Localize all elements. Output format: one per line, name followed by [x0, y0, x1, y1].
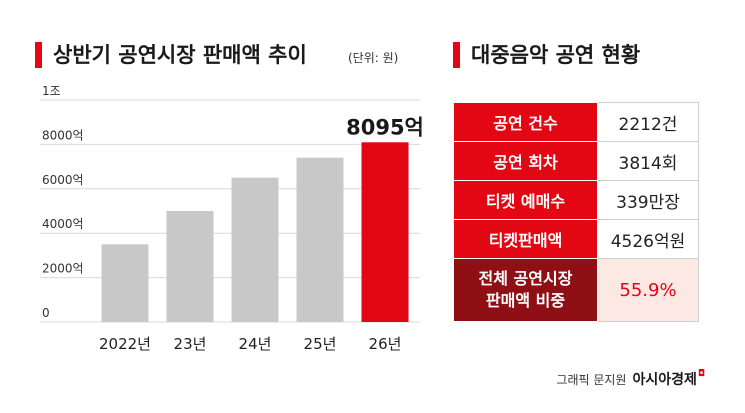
bar-value-label: 8095억 — [346, 115, 424, 139]
chart-unit: (단위: 원) — [348, 51, 399, 65]
bar — [101, 244, 149, 322]
y-tick-label: 2000억 — [42, 262, 84, 276]
y-tick-label: 4000억 — [42, 217, 84, 231]
x-category-label: 25년 — [304, 335, 337, 353]
data-labels: 8095억 — [346, 115, 424, 139]
table-row: 티켓 예매수 339만장 — [453, 180, 699, 220]
x-category-label: 2022년 — [99, 335, 151, 353]
y-tick-label: 0 — [42, 306, 50, 320]
x-category-label: 26년 — [369, 335, 402, 353]
bar — [361, 142, 409, 322]
row-label-sessions: 공연 회차 — [453, 141, 598, 181]
bar — [231, 177, 279, 322]
left-title-accent-bar — [35, 42, 42, 68]
chart-title: 상반기 공연시장 판매액 추이 — [53, 43, 307, 67]
table-row: 티켓판매액 4526억원 — [453, 219, 699, 259]
row-label-performances: 공연 건수 — [453, 102, 598, 142]
row-label-market-share-line1: 전체 공연시장 — [478, 269, 573, 288]
x-category-label: 23년 — [174, 335, 207, 353]
y-tick-label: 1조 — [42, 84, 61, 98]
row-value-tickets: 339만장 — [597, 180, 699, 220]
x-axis-labels: 2022년 23년 24년 25년 26년 — [99, 335, 401, 353]
bar — [166, 211, 214, 322]
row-value-sessions: 3814회 — [597, 141, 699, 181]
y-tick-label: 8000억 — [42, 128, 84, 142]
table-row: 공연 회차 3814회 — [453, 141, 699, 181]
row-label-market-share: 전체 공연시장 판매액 비중 — [453, 258, 598, 322]
row-value-market-share: 55.9% — [597, 258, 699, 322]
brand-logo: 아시아경제 — [632, 372, 697, 388]
credit-graphic: 그래픽 문지원 — [556, 373, 627, 387]
right-title-accent-bar — [453, 42, 460, 68]
chart-bars — [101, 142, 409, 322]
row-label-ticket-sales: 티켓판매액 — [453, 219, 598, 259]
table-row-highlight: 전체 공연시장 판매액 비중 55.9% — [453, 258, 699, 322]
row-label-market-share-line2: 판매액 비중 — [485, 291, 566, 310]
x-category-label: 24년 — [239, 335, 272, 353]
table-row: 공연 건수 2212건 — [453, 102, 699, 142]
stats-table: 공연 건수 2212건 공연 회차 3814회 티켓 예매수 339만장 티켓판… — [453, 102, 699, 322]
table-title: 대중음악 공연 현황 — [471, 43, 641, 67]
bar — [296, 157, 344, 322]
row-value-ticket-sales: 4526억원 — [597, 219, 699, 259]
credit-line: 그래픽 문지원 아시아경제◘ — [556, 369, 705, 389]
y-tick-label: 6000억 — [42, 173, 84, 187]
y-axis-ticks: 0 2000억 4000억 6000억 8000억 1조 — [42, 84, 84, 320]
brand-mark-icon: ◘ — [697, 369, 705, 379]
row-value-performances: 2212건 — [597, 102, 699, 142]
row-label-tickets: 티켓 예매수 — [453, 180, 598, 220]
